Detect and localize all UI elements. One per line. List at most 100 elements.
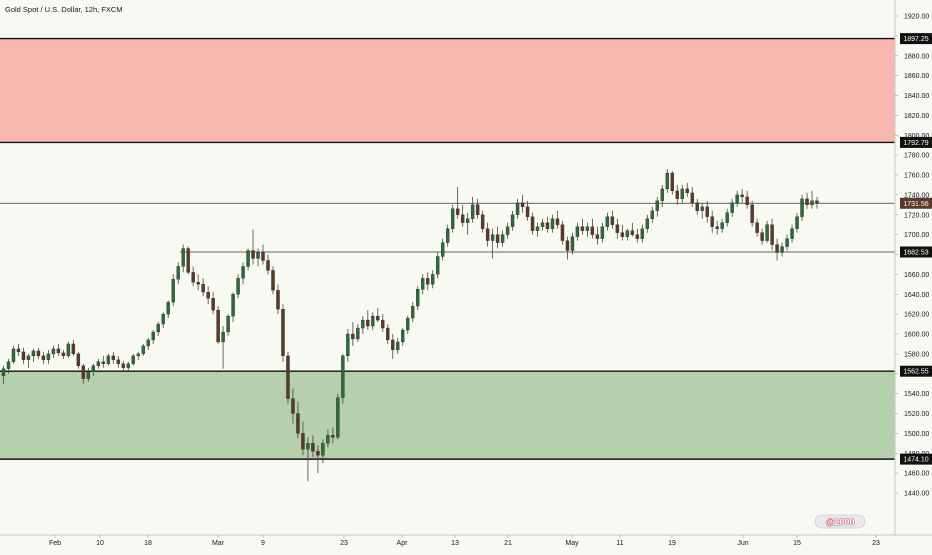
candle-body <box>640 228 645 239</box>
candle <box>485 222 490 247</box>
candle <box>376 308 380 323</box>
price-tag-bg <box>900 365 932 377</box>
candle-body <box>201 284 205 293</box>
candle-body <box>710 216 714 227</box>
candle-body <box>326 435 330 444</box>
candle <box>166 300 170 319</box>
candle <box>161 312 165 329</box>
candle <box>650 206 655 223</box>
candle <box>416 286 420 311</box>
candle <box>590 218 595 239</box>
candle <box>71 339 76 356</box>
candle <box>81 363 86 384</box>
y-tick-label: 1640.00 <box>904 292 929 299</box>
candle <box>815 196 819 209</box>
candles-layer <box>1 169 819 482</box>
candle-body <box>266 260 270 271</box>
y-tick-label: 1780.00 <box>904 153 929 160</box>
candle <box>126 361 130 372</box>
candle <box>256 248 260 267</box>
candle-body <box>356 327 360 340</box>
candle-body <box>535 226 540 231</box>
candle-body <box>61 352 66 357</box>
candle-body <box>426 278 430 285</box>
candle-body <box>236 278 240 295</box>
candle-body <box>136 353 140 357</box>
watermark-badge-bg <box>814 514 866 529</box>
candle-body <box>176 266 180 280</box>
candle-body <box>660 188 664 201</box>
candle <box>450 204 455 233</box>
candle <box>246 248 250 271</box>
candle <box>605 212 610 231</box>
candle-body <box>126 363 130 368</box>
candle-body <box>36 350 41 357</box>
y-tick-label: 1700.00 <box>904 232 929 239</box>
candle-body <box>715 226 719 229</box>
candle-body <box>186 248 190 273</box>
candle-body <box>620 232 625 237</box>
candle <box>436 252 440 279</box>
candle <box>490 228 495 259</box>
candle <box>216 306 220 344</box>
candle <box>146 337 150 350</box>
candle-body <box>271 270 275 291</box>
candle-body <box>480 214 485 229</box>
candle-body <box>780 246 784 253</box>
candle-body <box>366 319 370 327</box>
candle-body <box>760 232 764 241</box>
candle-body <box>96 361 101 366</box>
candle <box>381 314 385 333</box>
candle-body <box>286 355 290 399</box>
candle <box>331 427 335 444</box>
candle-body <box>11 348 16 362</box>
candle-body <box>615 224 620 233</box>
candle-body <box>750 204 754 223</box>
y-tick-label: 1520.00 <box>904 411 929 418</box>
candle-body <box>565 240 570 251</box>
candle <box>406 316 410 334</box>
candle-body <box>585 226 590 231</box>
candle-body <box>520 202 525 207</box>
candle <box>810 190 814 209</box>
candle <box>356 324 360 342</box>
candle <box>291 388 295 424</box>
candle-body <box>775 244 779 253</box>
candle <box>495 226 500 249</box>
x-tick-label: 11 <box>616 540 623 547</box>
candle-body <box>730 202 734 213</box>
candle-body <box>580 226 585 231</box>
candle-body <box>316 451 320 456</box>
candle <box>710 210 714 233</box>
candle-body <box>156 323 160 333</box>
candle-body <box>111 355 115 360</box>
candle <box>21 347 26 364</box>
candle <box>640 224 645 243</box>
candle <box>181 244 185 273</box>
watermark-text: @2000 <box>826 517 855 527</box>
candle-body <box>460 214 465 223</box>
candle <box>475 198 480 219</box>
candle-body <box>331 435 335 438</box>
candle <box>755 218 759 237</box>
candle <box>251 229 255 265</box>
candle <box>36 347 41 359</box>
x-tick-label: 10 <box>96 540 104 547</box>
candle <box>770 218 774 251</box>
candle <box>231 292 235 323</box>
candle-body <box>376 315 380 321</box>
candle <box>440 238 445 261</box>
price-tag: 1562.55 <box>900 365 932 377</box>
candle-body <box>226 315 230 333</box>
candle <box>680 184 684 203</box>
candle-body <box>550 218 555 229</box>
candle-body <box>475 204 480 215</box>
candle-body <box>470 204 475 219</box>
candle <box>46 349 51 364</box>
candle <box>785 234 789 251</box>
candle <box>431 270 435 289</box>
candle-body <box>116 359 120 364</box>
time-axis[interactable]: Feb 10 18 Mar 9 23 Apr 13 21 May 11 19 Jun 15 23 <box>49 535 880 547</box>
